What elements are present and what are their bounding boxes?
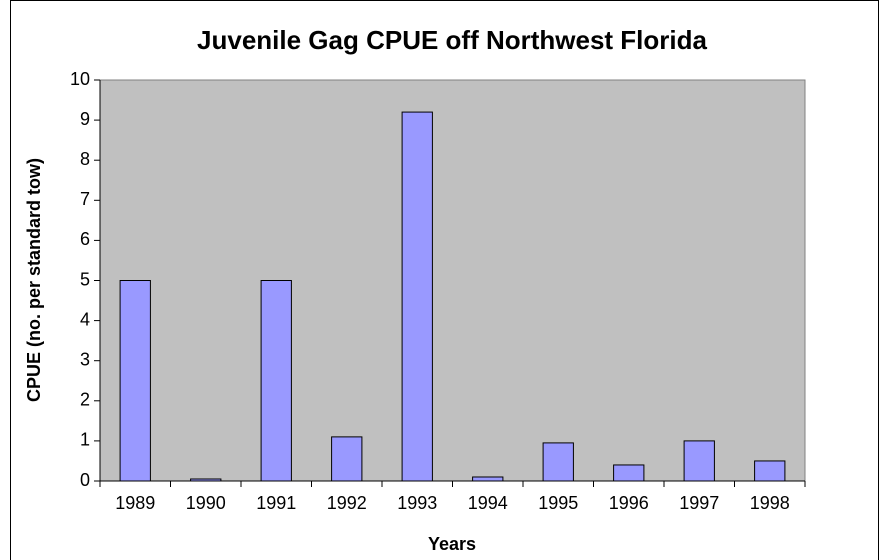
y-tick-label: 2 — [80, 390, 90, 410]
bar — [472, 476, 504, 482]
chart-title: Juvenile Gag CPUE off Northwest Florida — [197, 25, 707, 55]
x-tick-label: 1992 — [327, 493, 367, 513]
y-tick-label: 7 — [80, 189, 90, 209]
bar — [542, 442, 574, 482]
bar — [754, 460, 786, 482]
x-tick-label: 1989 — [115, 493, 155, 513]
x-tick-label: 1991 — [256, 493, 296, 513]
y-tick-label: 5 — [80, 269, 90, 289]
x-tick-label: 1998 — [750, 493, 790, 513]
bar — [683, 440, 715, 482]
x-tick-label: 1995 — [538, 493, 578, 513]
x-tick-label: 1997 — [679, 493, 719, 513]
y-tick-label: 4 — [80, 309, 90, 329]
y-tick-label: 6 — [80, 229, 90, 249]
bar — [260, 280, 292, 482]
bar — [190, 478, 222, 482]
y-tick-label: 3 — [80, 349, 90, 369]
x-tick-label: 1996 — [609, 493, 649, 513]
y-axis-label: CPUE (no. per standard tow) — [24, 158, 44, 402]
y-tick-label: 9 — [80, 109, 90, 129]
bar — [613, 464, 645, 482]
y-tick-label: 0 — [80, 470, 90, 490]
plot-area — [99, 79, 806, 482]
y-tick-label: 1 — [80, 430, 90, 450]
y-tick-label: 8 — [80, 149, 90, 169]
x-tick-label: 1990 — [186, 493, 226, 513]
x-tick-label: 1994 — [468, 493, 508, 513]
bar — [331, 436, 363, 482]
bar — [119, 280, 151, 482]
y-tick-label: 10 — [70, 69, 90, 89]
x-tick-label: 1993 — [397, 493, 437, 513]
bar — [401, 111, 433, 482]
x-axis-label: Years — [428, 534, 476, 554]
